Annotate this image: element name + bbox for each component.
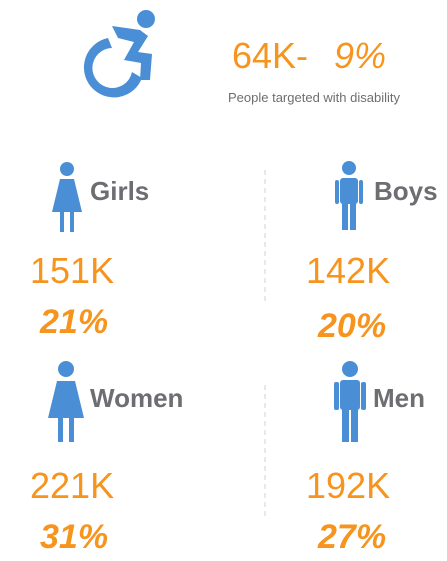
group-count: 221K — [30, 465, 114, 506]
group-percent: 21% — [39, 303, 108, 341]
group-percent: 27% — [317, 518, 386, 556]
group-percent: 31% — [40, 518, 108, 556]
group-count: 151K — [30, 250, 114, 291]
group-label: Women — [90, 383, 183, 413]
man-icon — [334, 361, 366, 442]
wheelchair-icon — [83, 10, 155, 98]
total-count: 64K- — [232, 35, 308, 76]
group-count: 142K — [306, 250, 390, 291]
boy-icon — [335, 161, 363, 230]
group-label: Boys — [374, 176, 438, 206]
group-label: Girls — [90, 176, 149, 206]
girl-icon — [52, 162, 82, 232]
woman-icon — [48, 361, 84, 442]
caption: People targeted with disability — [228, 90, 400, 105]
group-count: 192K — [306, 465, 390, 506]
total-percent: 9% — [334, 35, 386, 76]
group-percent: 20% — [317, 307, 386, 345]
group-label: Men — [373, 383, 425, 413]
